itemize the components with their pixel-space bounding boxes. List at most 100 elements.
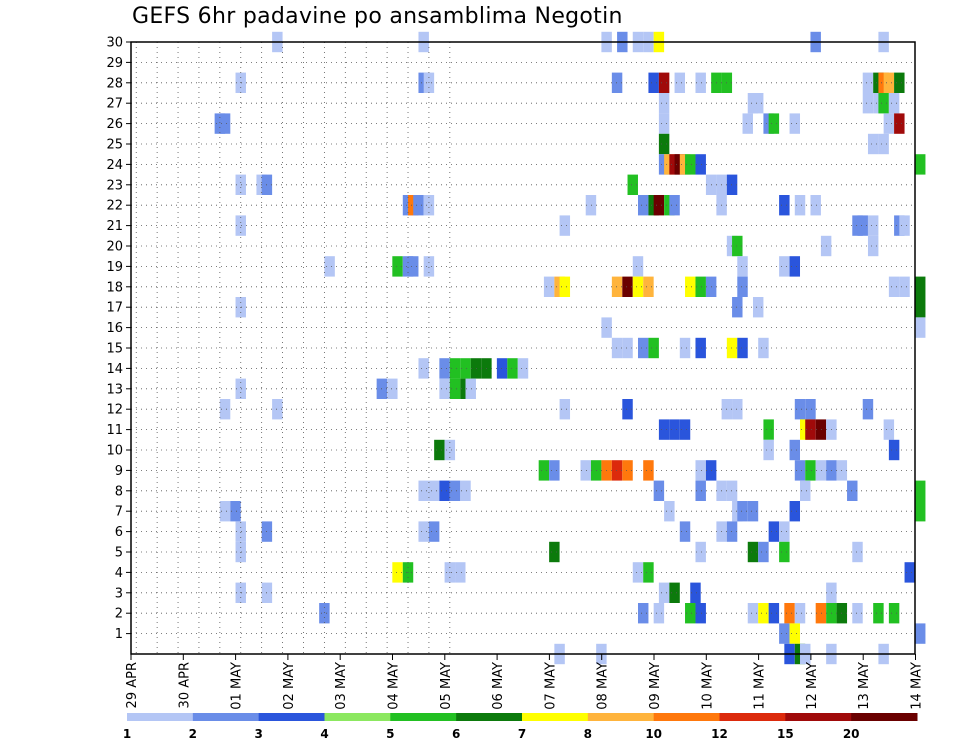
legend-label: 1: [123, 727, 131, 741]
heatmap-cell: [219, 399, 231, 420]
heatmap-cell: [862, 399, 874, 420]
heatmap-cell: [449, 358, 461, 379]
x-tick-label: 04 MAY: [387, 662, 402, 710]
heatmap-cell: [768, 113, 780, 134]
y-tick-label: 30: [106, 36, 123, 51]
y-tick-label: 21: [106, 219, 123, 234]
y-axis: 1234567891011121314151617181920212223242…: [106, 36, 131, 642]
heatmap-cell: [915, 317, 926, 338]
heatmap-cell: [653, 480, 665, 501]
heatmap-cell: [878, 72, 889, 93]
heatmap-cell: [800, 419, 811, 440]
heatmap-cell: [810, 195, 821, 216]
heatmap-cell: [611, 460, 623, 481]
heatmap-cell: [679, 337, 691, 359]
legend-swatch: [456, 713, 523, 721]
x-tick-label: 14 MAY: [910, 662, 925, 710]
heatmap-cell: [632, 256, 644, 277]
heatmap-cell: [648, 337, 659, 359]
heatmap-cell: [794, 460, 806, 481]
heatmap-cell: [449, 480, 461, 501]
heatmap-cell: [685, 276, 696, 297]
heatmap-cell: [726, 480, 738, 501]
y-tick-label: 23: [106, 178, 123, 193]
legend-label: 20: [843, 727, 860, 741]
y-tick-label: 1: [115, 627, 123, 642]
heatmap-cell: [428, 480, 440, 501]
y-tick-label: 9: [115, 464, 123, 479]
y-tick-label: 24: [106, 158, 123, 173]
heatmap-cell: [658, 133, 670, 155]
heatmap-cell: [695, 541, 706, 563]
heatmap-cell: [674, 154, 686, 175]
heatmap-cell: [857, 215, 868, 236]
heatmap-cell: [789, 113, 801, 134]
heatmap-cell: [768, 521, 780, 542]
heatmap-cell: [622, 337, 633, 359]
heatmap-cell: [392, 562, 403, 583]
heatmap-cell: [695, 603, 706, 624]
heatmap-cell: [878, 93, 889, 114]
heatmap-cell: [883, 113, 895, 134]
heatmap-cell: [622, 399, 633, 420]
heatmap-cell: [392, 256, 403, 277]
heatmap-cell: [230, 501, 241, 522]
heatmap-cell: [695, 72, 706, 93]
heatmap-cell: [408, 195, 419, 216]
heatmap-cell: [915, 276, 926, 297]
heatmap-cell: [611, 337, 623, 359]
legend-label: 6: [452, 727, 460, 741]
heatmap-cell: [439, 358, 450, 379]
heatmap-cell: [758, 337, 769, 359]
heatmap-cell: [632, 562, 644, 583]
heatmap-cell: [695, 276, 706, 297]
x-tick-label: 30 APR: [177, 662, 192, 708]
heatmap-cell: [915, 154, 926, 175]
x-tick-label: 06 MAY: [491, 662, 506, 710]
heatmap-cell: [387, 378, 398, 399]
heatmap-cell: [559, 276, 571, 297]
heatmap-cell: [679, 419, 691, 440]
heatmap-cell: [637, 603, 649, 624]
heatmap-cell: [752, 93, 764, 114]
y-tick-label: 4: [115, 566, 123, 581]
heatmap-cell: [726, 235, 738, 257]
x-tick-label: 02 MAY: [282, 662, 297, 710]
heatmap-cell: [779, 256, 790, 277]
heatmap-cell: [679, 521, 691, 542]
heatmap-cell: [554, 276, 565, 297]
heatmap-cell: [658, 93, 670, 114]
heatmap-cell: [549, 460, 560, 481]
x-tick-label: 09 MAY: [648, 662, 663, 710]
heatmap-cell: [747, 541, 759, 563]
heatmap-cell: [658, 154, 670, 175]
heatmap-cell: [763, 439, 774, 461]
legend-label: 4: [320, 727, 328, 741]
y-tick-label: 14: [106, 362, 123, 377]
legend-label: 15: [777, 727, 794, 741]
x-axis: 29 APR 30 APR 01 MAY 02 MAY 03 MAY 04 MAY 05 M…: [125, 654, 925, 710]
heatmap-cell: [852, 215, 863, 236]
heatmap-cell: [685, 154, 696, 175]
heatmap-cell: [549, 541, 560, 563]
y-tick-label: 6: [115, 525, 123, 540]
heatmap-cell: [413, 195, 424, 216]
x-tick-label: 29 APR: [125, 662, 140, 708]
y-tick-label: 28: [106, 76, 123, 91]
x-tick-label: 05 MAY: [439, 662, 454, 710]
heatmap-cell: [611, 72, 623, 93]
heatmap-cell: [637, 337, 649, 359]
heatmap-cell: [852, 541, 863, 563]
color-legend: 1 2 3 4 5 6 7 8 10 12 15 20: [123, 713, 918, 741]
heatmap-cell: [517, 358, 529, 379]
heatmap-cell: [789, 439, 801, 461]
heatmap-cell: [789, 623, 801, 644]
heatmap-cell: [235, 378, 246, 399]
heatmap-cell: [460, 358, 471, 379]
heatmap-cell: [235, 521, 246, 542]
heatmap-cell: [580, 460, 591, 481]
heatmap-cell: [622, 276, 633, 297]
legend-swatch: [851, 713, 918, 721]
y-tick-label: 26: [106, 117, 123, 132]
heatmap-cell: [779, 541, 790, 563]
